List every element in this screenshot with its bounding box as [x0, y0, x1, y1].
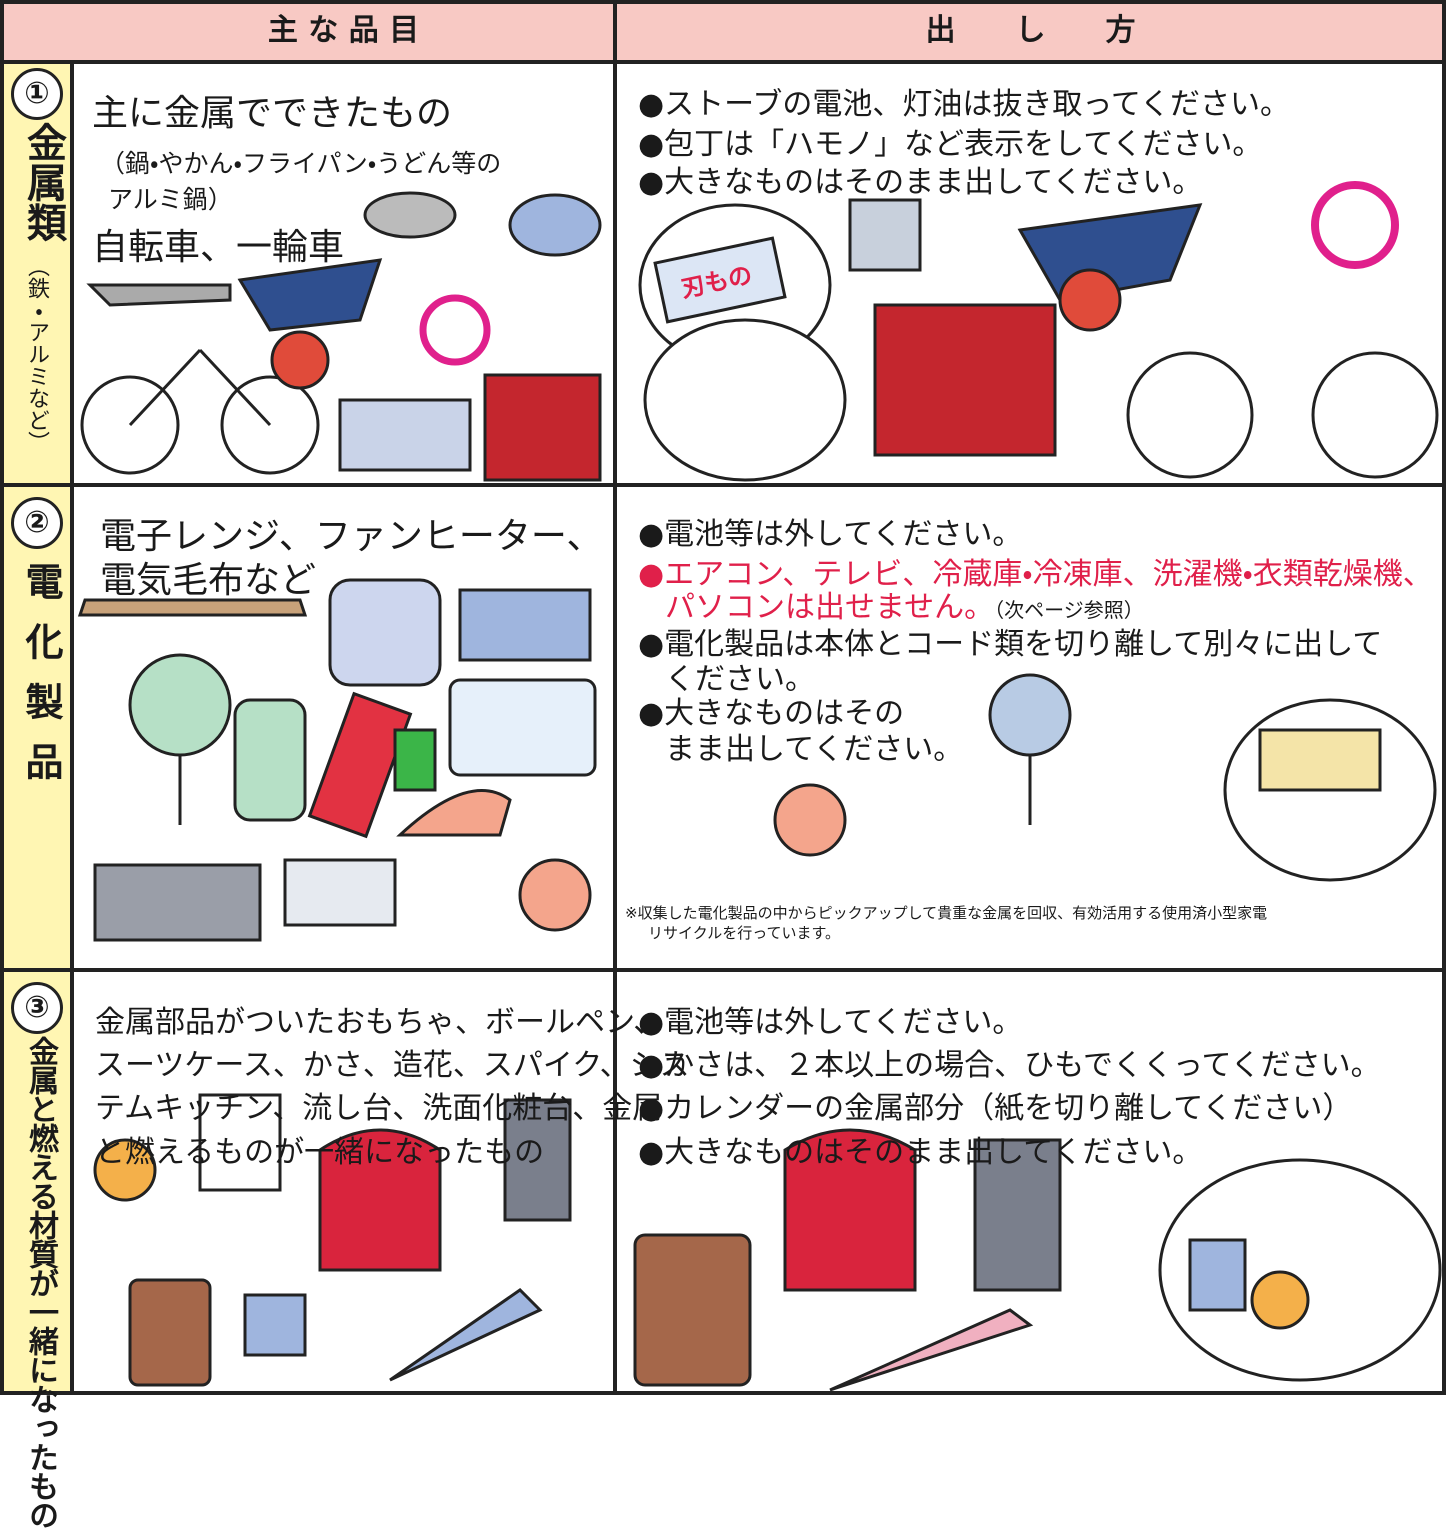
warning-text: ●エアコン、テレビ、冷蔵庫・冷凍庫、洗濯機・衣類乾燥機、 — [638, 557, 1433, 592]
note-text: ※収集した電化製品の中からピックアップして貴重な金属を回収、有効活用する使用済小… — [625, 904, 1268, 922]
method-text: ●大きなものはその — [638, 696, 905, 731]
illustrations — [0, 0, 1446, 1395]
method-text: ●電池等は外してください。 — [638, 1005, 1023, 1040]
warning-line: パソコンは出せません。（次ページ参照） — [665, 582, 1144, 626]
method-text: まま出してください。 — [665, 732, 964, 767]
note-text: リサイクルを行っています。 — [648, 924, 841, 942]
row1-drawings — [80, 181, 1439, 482]
item-text: （鍋・やかん・フライパン・うどん等の — [100, 149, 502, 178]
item-text: 電気毛布など — [100, 560, 317, 601]
method-text: ●大きなものはそのまま出してください。 — [638, 165, 1203, 200]
item-text: 金属部品がついたおもちゃ、ボールペン、 — [95, 1005, 664, 1040]
method-text: ●電池等は外してください。 — [638, 517, 1023, 552]
item-text: 主に金属でできたもの — [92, 93, 453, 134]
category: 金属と燃える材質が一緒になったもの — [23, 1036, 58, 1529]
method-text: ●電化製品は本体とコード類を切り離して別々に出して — [638, 627, 1383, 662]
category: 金属類 — [20, 122, 66, 242]
row2-drawings — [77, 578, 1437, 942]
item-text: アルミ鍋） — [108, 185, 233, 214]
method-text: ●ストーブの電池、灯油は抜き取ってください。 — [638, 87, 1290, 122]
header-method: 出 し 方 — [925, 13, 1136, 48]
method-text: ●包丁は「ハモノ」など表示をしてください。 — [638, 127, 1263, 162]
category: 電化製品 — [19, 562, 63, 802]
item-text: 電子レンジ、ファンヒーター、 — [100, 516, 603, 557]
row-number: ③ — [11, 982, 63, 1034]
method-text: ●かさは、２本以上の場合、ひもでくくってください。 — [638, 1048, 1381, 1083]
item-text: 自転車、一輪車 — [92, 227, 345, 268]
item-text: スーツケース、かさ、造花、スパイク、シス — [95, 1048, 690, 1083]
method-text: ●大きなものはそのまま出してください。 — [638, 1135, 1203, 1170]
item-text: と燃えるものが一緒になったもの — [95, 1135, 545, 1170]
warning-ref: （次ページ参照） — [994, 598, 1144, 622]
item-text: テムキッチン、流し台、洗面化粧台、金属 — [95, 1091, 663, 1126]
row-number: ② — [11, 497, 63, 549]
method-text: ●カレンダーの金属部分（紙を切り離してください） — [638, 1091, 1353, 1126]
category-note: （鉄・アルミなど） — [24, 255, 49, 453]
warning-text: パソコンは出せません。 — [665, 590, 995, 625]
table-grid — [0, 0, 1446, 1395]
row3-drawings — [93, 1093, 1442, 1392]
header-bg — [0, 0, 1446, 62]
category-column-bg — [0, 62, 72, 1395]
row-number: ① — [11, 68, 63, 120]
header-items: 主 な 品 目 — [267, 13, 420, 48]
method-text: ください。 — [665, 662, 815, 697]
